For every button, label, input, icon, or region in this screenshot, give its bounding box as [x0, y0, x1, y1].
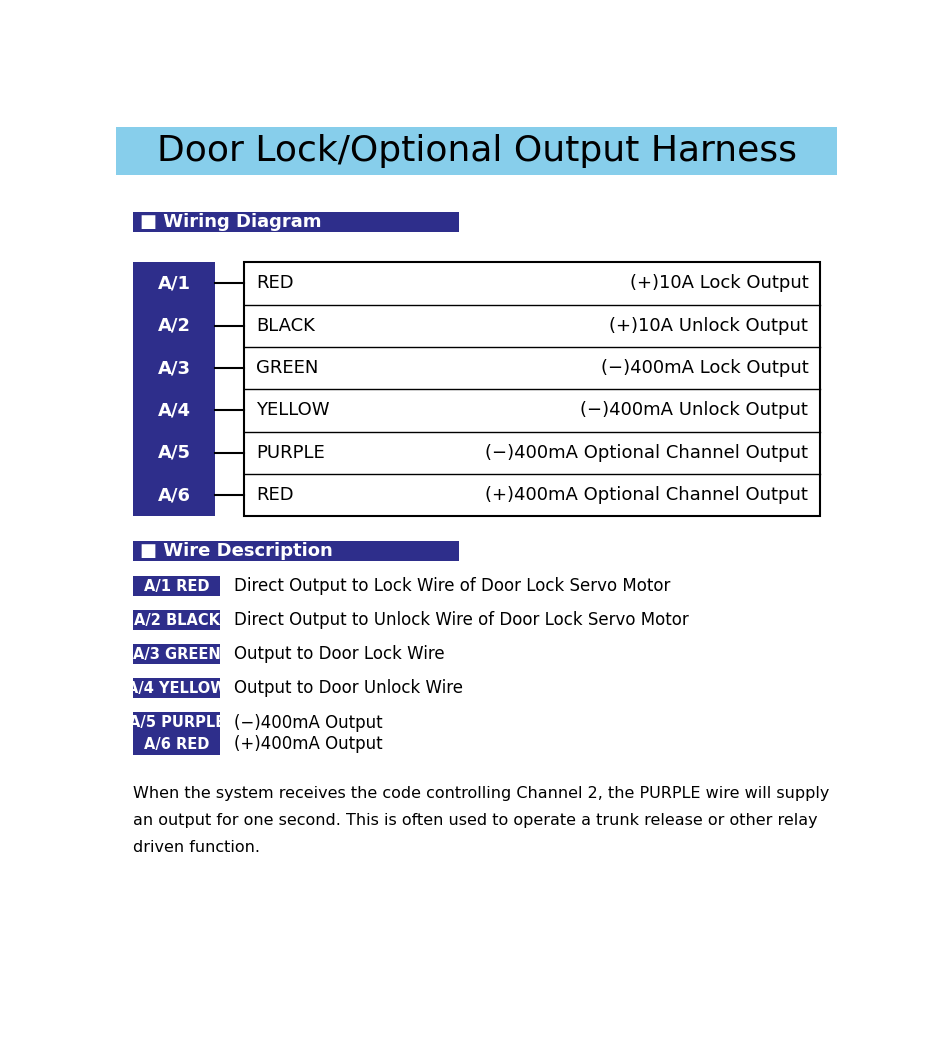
Text: BLACK: BLACK [256, 316, 314, 335]
Text: A/2: A/2 [157, 316, 191, 335]
Text: (+)10A Lock Output: (+)10A Lock Output [630, 274, 808, 292]
Text: A/4: A/4 [157, 401, 191, 419]
Text: (+)10A Unlock Output: (+)10A Unlock Output [609, 316, 808, 335]
Text: Output to Door Lock Wire: Output to Door Lock Wire [234, 645, 445, 663]
FancyBboxPatch shape [133, 678, 220, 698]
Text: (−)400mA Output: (−)400mA Output [234, 714, 382, 732]
Text: Door Lock/Optional Output Harness: Door Lock/Optional Output Harness [156, 134, 797, 168]
Text: A/3 GREEN: A/3 GREEN [133, 647, 220, 662]
Text: When the system receives the code controlling Channel 2, the PURPLE wire will su: When the system receives the code contro… [133, 786, 830, 855]
Text: Direct Output to Lock Wire of Door Lock Servo Motor: Direct Output to Lock Wire of Door Lock … [234, 578, 671, 596]
Text: A/4 YELLOW: A/4 YELLOW [127, 681, 226, 696]
Text: A/6: A/6 [157, 486, 191, 504]
Text: Output to Door Unlock Wire: Output to Door Unlock Wire [234, 679, 463, 697]
FancyBboxPatch shape [116, 127, 837, 175]
Text: A/5 PURPLE: A/5 PURPLE [128, 715, 225, 731]
FancyBboxPatch shape [244, 262, 820, 516]
Text: RED: RED [256, 486, 293, 504]
FancyBboxPatch shape [133, 611, 220, 630]
Text: (+)400mA Optional Channel Output: (+)400mA Optional Channel Output [485, 486, 808, 504]
Text: YELLOW: YELLOW [256, 401, 329, 419]
Text: Direct Output to Unlock Wire of Door Lock Servo Motor: Direct Output to Unlock Wire of Door Loc… [234, 612, 689, 630]
Text: (+)400mA Output: (+)400mA Output [234, 735, 382, 753]
Text: A/1: A/1 [157, 274, 191, 292]
Text: RED: RED [256, 274, 293, 292]
Text: ■ Wiring Diagram: ■ Wiring Diagram [140, 213, 321, 232]
Text: A/1 RED: A/1 RED [144, 579, 209, 594]
FancyBboxPatch shape [133, 577, 220, 597]
FancyBboxPatch shape [133, 541, 458, 561]
Text: (−)400mA Optional Channel Output: (−)400mA Optional Channel Output [485, 444, 808, 462]
Text: A/6 RED: A/6 RED [144, 737, 209, 752]
FancyBboxPatch shape [133, 712, 220, 755]
FancyBboxPatch shape [133, 212, 458, 233]
Text: A/5: A/5 [157, 444, 191, 462]
Text: GREEN: GREEN [256, 359, 318, 377]
FancyBboxPatch shape [133, 645, 220, 664]
Text: A/2 BLACK: A/2 BLACK [134, 613, 219, 628]
Text: PURPLE: PURPLE [256, 444, 325, 462]
Text: (−)400mA Lock Output: (−)400mA Lock Output [601, 359, 808, 377]
Text: ■ Wire Description: ■ Wire Description [140, 542, 332, 560]
FancyBboxPatch shape [133, 262, 215, 516]
Text: A/3: A/3 [157, 359, 191, 377]
Text: (−)400mA Unlock Output: (−)400mA Unlock Output [580, 401, 808, 419]
